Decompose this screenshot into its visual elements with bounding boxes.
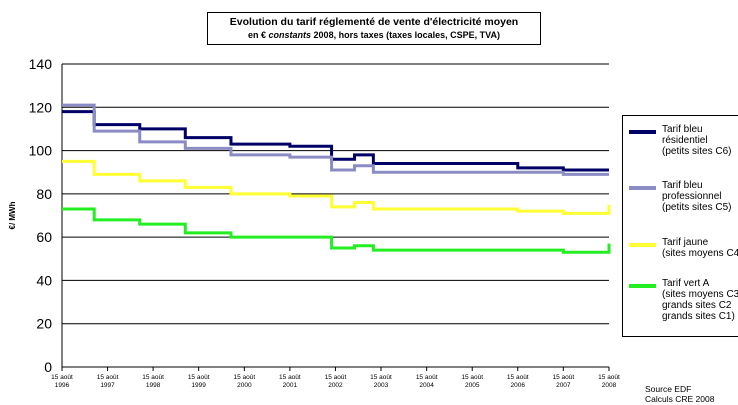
x-tick-label: 15 août 2001 <box>279 374 301 389</box>
subtitle-prefix: en € <box>248 30 269 40</box>
legend-swatch-bleu-residentiel <box>629 130 656 134</box>
legend-label-bleu-professionnel: Tarif bleu professionnel (petits sites C… <box>662 180 732 213</box>
subtitle-italic: constants <box>268 30 312 40</box>
x-tick-label: 15 août 2005 <box>461 374 483 389</box>
y-tick-label: 120 <box>29 99 53 115</box>
x-tick-label: 15 août 2008 <box>598 374 620 389</box>
y-tick-label: 100 <box>29 143 53 159</box>
x-tick-label: 15 août 2002 <box>325 374 347 389</box>
y-tick-label: 40 <box>36 272 52 288</box>
x-tick-label: 15 août 1997 <box>97 374 119 389</box>
x-tick-label: 15 août 2000 <box>233 374 255 389</box>
subtitle-suffix: 2008, hors taxes (taxes locales, CSPE, T… <box>311 30 500 40</box>
y-tick-label: 60 <box>36 229 52 245</box>
series-tarif-bleu-professionnel <box>62 103 609 176</box>
chart-title: Evolution du tarif réglementé de vente d… <box>229 16 519 28</box>
source-note: Source EDF Calculs CRE 2008 <box>645 384 715 404</box>
x-tick-label: 15 août 1998 <box>142 374 164 389</box>
x-tick-label: 15 août 2007 <box>552 374 574 389</box>
legend-label-vert: Tarif vert A (sites moyens C3 grands sit… <box>662 278 738 322</box>
series-tarif-jaune <box>62 159 611 215</box>
y-tick-label: 140 <box>29 56 53 72</box>
legend-label-jaune: Tarif jaune (sites moyens C4) <box>662 237 738 259</box>
x-tick-label: 15 août 1999 <box>188 374 210 389</box>
x-tick-label: 15 août 2004 <box>416 374 438 389</box>
x-tick-label: 15 août 2003 <box>370 374 392 389</box>
legend-label-bleu-residentiel: Tarif bleu résidentiel (petits sites C6) <box>662 124 732 157</box>
legend-swatch-vert <box>629 284 656 288</box>
chart-subtitle: en € constants 2008, hors taxes (taxes l… <box>208 30 540 40</box>
series-tarif-bleu-residentiel <box>62 110 609 172</box>
legend-swatch-jaune <box>629 243 656 247</box>
x-tick-label: 15 août 1996 <box>51 374 73 389</box>
y-tick-label: 20 <box>36 316 52 332</box>
series-tarif-vert-a <box>62 207 611 254</box>
legend: Tarif bleu résidentiel (petits sites C6)… <box>622 115 738 337</box>
y-tick-label: 0 <box>44 359 52 375</box>
y-tick-label: 80 <box>36 186 52 202</box>
y-axis-label: €/ MWh <box>8 201 17 229</box>
x-tick-label: 15 août 2006 <box>507 374 529 389</box>
legend-swatch-bleu-professionnel <box>629 186 656 190</box>
chart-title-box: Evolution du tarif réglementé de vente d… <box>207 12 541 45</box>
